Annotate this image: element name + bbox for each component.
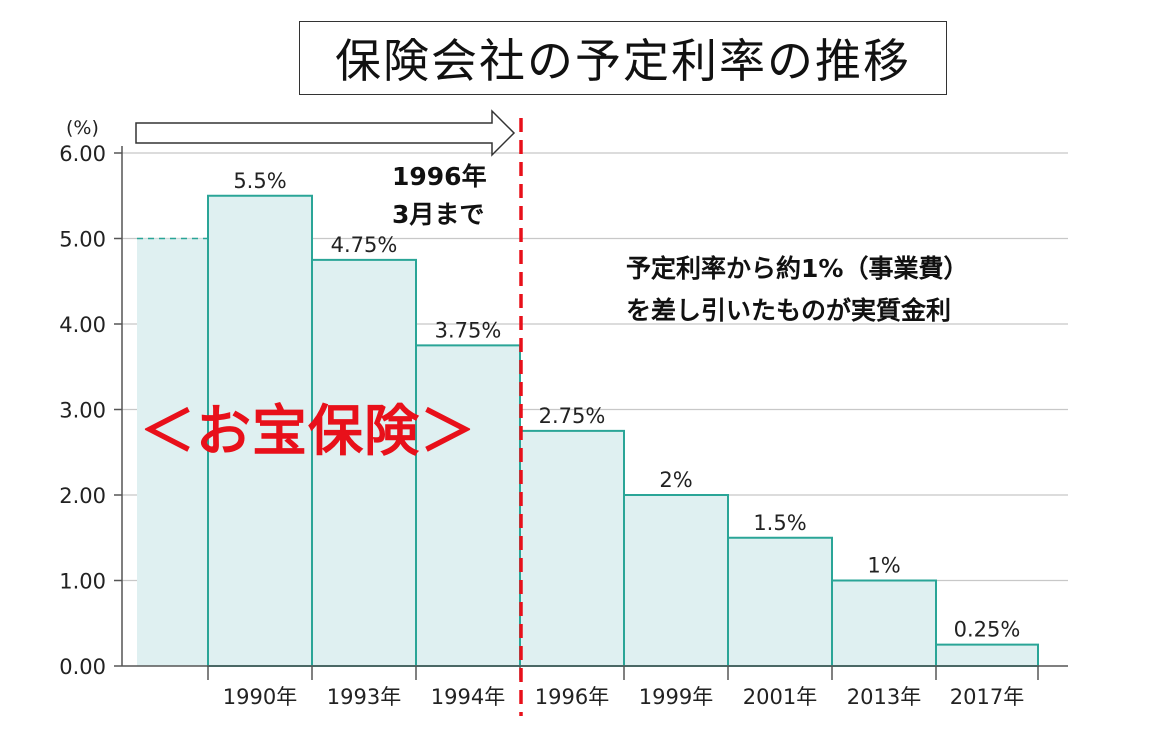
y-tick-label: 2.00 bbox=[59, 484, 106, 508]
until-line-1: 1996年 bbox=[392, 162, 487, 191]
arrow-right-icon bbox=[135, 109, 516, 157]
y-axis-unit-label: (%) bbox=[66, 117, 99, 139]
real-rate-note: 予定利率から約1%（事業費） を差し引いたものが実質金利 bbox=[626, 248, 968, 332]
data-label: 4.75% bbox=[331, 233, 398, 257]
x-tick-label: 2001年 bbox=[743, 685, 817, 709]
data-label: 3.75% bbox=[435, 318, 502, 342]
overlay bbox=[135, 109, 523, 716]
x-axis: 1990年 1993年 1994年 1996年 1999年 2001年 2013年 2017年 bbox=[122, 665, 1068, 709]
bar bbox=[415, 344, 521, 667]
x-tick-label: 1993年 bbox=[327, 685, 401, 709]
y-tick-label: 5.00 bbox=[59, 228, 106, 252]
bar bbox=[137, 238, 208, 666]
x-tick-label: 1990年 bbox=[223, 685, 297, 709]
until-line-2: 3月まで bbox=[392, 200, 485, 229]
bar bbox=[727, 536, 833, 667]
data-label: 2.75% bbox=[539, 404, 606, 428]
data-label: 0.25% bbox=[954, 618, 1021, 642]
note-line-2: を差し引いたものが実質金利 bbox=[626, 296, 952, 325]
x-tick-label: 1999年 bbox=[639, 685, 713, 709]
y-tick-label: 1.00 bbox=[59, 570, 106, 594]
y-tick-label: 4.00 bbox=[59, 313, 106, 337]
bar bbox=[311, 258, 417, 667]
data-label: 1.5% bbox=[753, 511, 806, 535]
bar bbox=[519, 429, 625, 667]
x-tick-label: 2013年 bbox=[847, 685, 921, 709]
bar bbox=[623, 494, 729, 667]
bars bbox=[137, 194, 1039, 667]
x-tick-label: 1994年 bbox=[431, 685, 505, 709]
x-tick-label: 2017年 bbox=[950, 685, 1024, 709]
bar bbox=[207, 194, 313, 667]
y-axis: 0.00 1.00 2.00 3.00 4.00 5.00 6.00 (%) bbox=[59, 117, 123, 679]
y-tick-label: 0.00 bbox=[59, 655, 106, 679]
x-tick-label: 1996年 bbox=[535, 685, 609, 709]
bar bbox=[831, 579, 937, 667]
y-tick-label: 6.00 bbox=[59, 142, 106, 166]
data-labels: 5.5% 4.75% 3.75% 2.75% 2% 1.5% 1% 0.25% bbox=[233, 169, 1020, 642]
data-label: 2% bbox=[659, 468, 692, 492]
until-annotation: 1996年 3月まで bbox=[392, 158, 487, 234]
y-tick-label: 3.00 bbox=[59, 399, 106, 423]
chart-title: 保険会社の予定利率の推移 bbox=[299, 21, 947, 95]
note-line-1: 予定利率から約1%（事業費） bbox=[626, 254, 969, 283]
data-label: 1% bbox=[867, 554, 900, 578]
data-label: 5.5% bbox=[233, 169, 286, 193]
bar bbox=[935, 643, 1039, 667]
treasure-insurance-label: ＜お宝保険＞ bbox=[140, 399, 477, 463]
